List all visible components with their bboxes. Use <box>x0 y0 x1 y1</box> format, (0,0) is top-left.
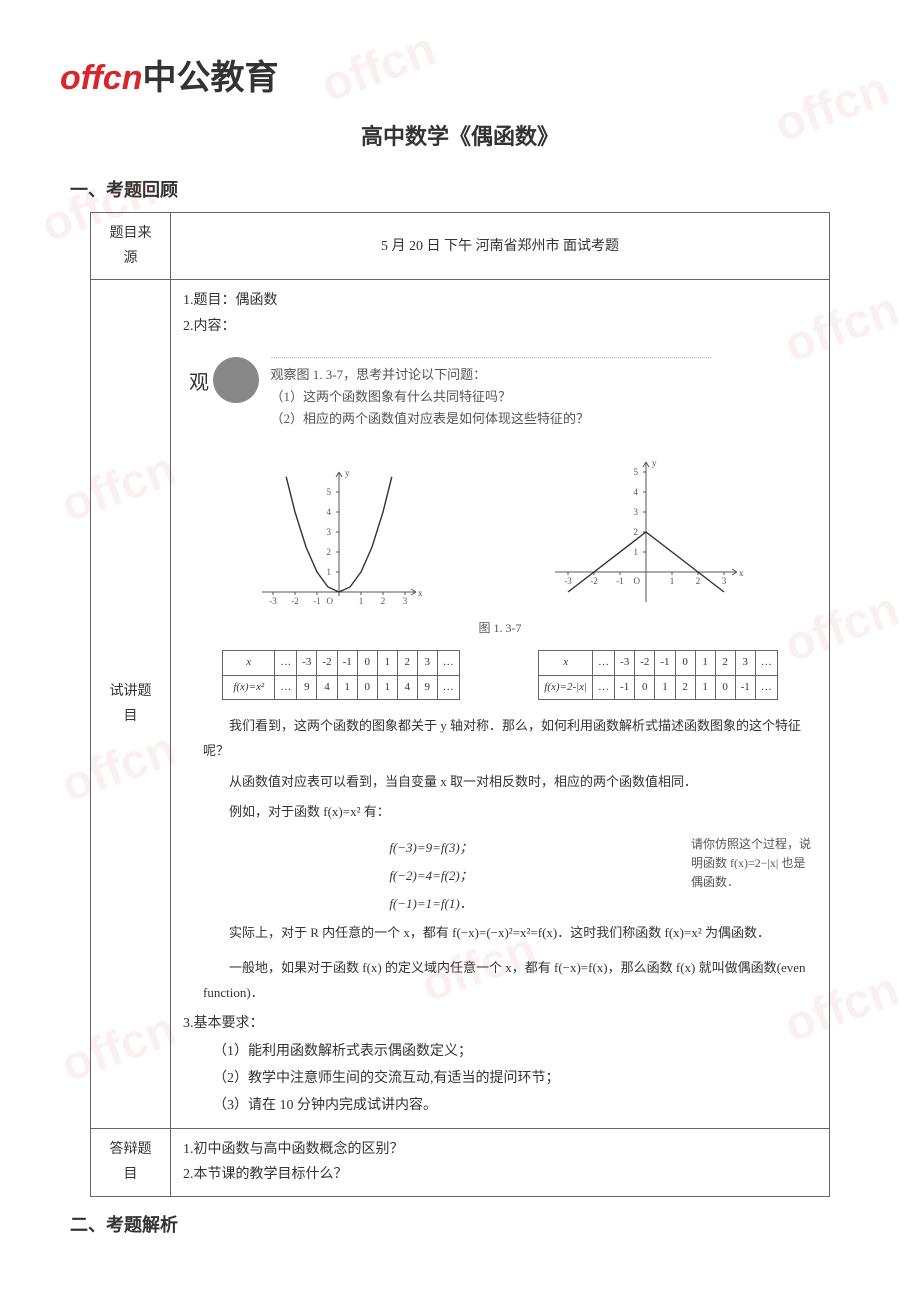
table-row-lecture: 试讲题目 1.题目：偶函数 2.内容： 观察图 1. 3-7，思考并讨论以下问题… <box>91 280 830 1129</box>
requirement-1: （1）能利用函数解析式表示偶函数定义； <box>213 1039 817 1064</box>
lecture-content: 1.题目：偶函数 2.内容： 观察图 1. 3-7，思考并讨论以下问题： （1）… <box>171 280 830 1129</box>
value-table-2: x…-3-2-10123…f(x)=2-|x|…-101210-1… <box>538 650 777 701</box>
svg-text:y: y <box>345 468 350 478</box>
svg-text:x: x <box>418 588 423 598</box>
brand-logo: offcn中公教育 <box>60 50 890 99</box>
defense-content: 1.初中函数与高中函数概念的区别？ 2.本节课的教学目标什么？ <box>171 1129 830 1196</box>
figure-caption: 图 1. 3-7 <box>183 618 817 640</box>
svg-text:3: 3 <box>722 576 727 586</box>
source-value: 5 月 20 日 下午 河南省郑州市 面试考题 <box>171 213 830 280</box>
svg-text:-3: -3 <box>269 596 277 606</box>
svg-text:4: 4 <box>327 507 332 517</box>
svg-text:-2: -2 <box>590 576 598 586</box>
svg-text:-1: -1 <box>313 596 321 606</box>
para5: 一般地，如果对于函数 f(x) 的定义域内任意一个 x，都有 f(−x)=f(x… <box>203 956 809 1005</box>
requirement-3: （3）请在 10 分钟内完成试讲内容。 <box>213 1093 817 1118</box>
svg-text:2: 2 <box>696 576 701 586</box>
logo-en: offcn <box>60 59 142 97</box>
svg-text:-2: -2 <box>291 596 299 606</box>
lecture-label: 试讲题目 <box>91 280 171 1129</box>
svg-text:3: 3 <box>634 507 639 517</box>
lecture-content-line: 2.内容： <box>183 314 817 339</box>
para1: 我们看到，这两个函数的图象都关于 y 轴对称．那么，如何利用函数解析式描述函数图… <box>203 714 809 763</box>
defense-label: 答辩题目 <box>91 1129 171 1196</box>
observe-q1: （1）这两个函数图象有什么共同特征吗？ <box>271 389 512 404</box>
observe-icon <box>213 357 259 403</box>
defense-q1: 1.初中函数与高中函数概念的区别？ <box>183 1137 817 1162</box>
svg-text:O: O <box>634 576 641 586</box>
source-label: 题目来源 <box>91 213 171 280</box>
svg-text:y: y <box>652 458 657 468</box>
table-row-defense: 答辩题目 1.初中函数与高中函数概念的区别？ 2.本节课的教学目标什么？ <box>91 1129 830 1196</box>
logo-cn: 中公教育 <box>142 59 278 97</box>
svg-text:2: 2 <box>327 547 332 557</box>
svg-text:-3: -3 <box>564 576 572 586</box>
observe-intro: 观察图 1. 3-7，思考并讨论以下问题： <box>271 367 487 382</box>
value-table-1: x…-3-2-10123…f(x)=x²…9410149… <box>222 650 460 701</box>
svg-text:1: 1 <box>634 547 639 557</box>
exam-table: 题目来源 5 月 20 日 下午 河南省郑州市 面试考题 试讲题目 1.题目：偶… <box>90 212 830 1197</box>
para3: 例如，对于函数 f(x)=x² 有： <box>203 800 809 825</box>
svg-text:5: 5 <box>634 467 639 477</box>
svg-text:1: 1 <box>670 576 675 586</box>
svg-text:1: 1 <box>359 596 364 606</box>
page-title: 高中数学《偶函数》 <box>30 119 890 151</box>
svg-text:3: 3 <box>403 596 408 606</box>
eq3: f(−1)=1=f(1)． <box>183 893 817 915</box>
defense-q2: 2.本节课的教学目标什么？ <box>183 1162 817 1187</box>
figure-row: -3 -2 -1 1 2 3 1 2 3 4 5 Ox y -3 -2 -1 1 2 3 1 2 3 4 5 Ox y <box>193 452 807 612</box>
table-row-source: 题目来源 5 月 20 日 下午 河南省郑州市 面试考题 <box>91 213 830 280</box>
observe-text: 观察图 1. 3-7，思考并讨论以下问题： （1）这两个函数图象有什么共同特征吗… <box>271 357 711 430</box>
para4: 实际上，对于 R 内任意的一个 x，都有 f(−x)=(−x)²=x²=f(x)… <box>203 921 809 946</box>
svg-text:4: 4 <box>634 487 639 497</box>
svg-text:-1: -1 <box>616 576 624 586</box>
observe-block: 观察图 1. 3-7，思考并讨论以下问题： （1）这两个函数图象有什么共同特征吗… <box>213 357 817 432</box>
svg-text:x: x <box>739 568 744 578</box>
value-tables-row: x…-3-2-10123…f(x)=x²…9410149… x…-3-2-101… <box>193 650 807 701</box>
observe-q2: （2）相应的两个函数值对应表是如何体现这些特征的？ <box>271 411 590 426</box>
requirement-2: （2）教学中注意师生间的交流互动,有适当的提问环节； <box>213 1066 817 1091</box>
lecture-title-line: 1.题目：偶函数 <box>183 288 817 313</box>
section-review-heading: 一、考题回顾 <box>70 176 890 202</box>
section-analysis-heading: 二、考题解析 <box>70 1211 890 1237</box>
para2: 从函数值对应表可以看到，当自变量 x 取一对相反数时，相应的两个函数值相同． <box>203 770 809 795</box>
svg-text:O: O <box>327 596 334 606</box>
svg-text:1: 1 <box>327 567 332 577</box>
parabola-graph: -3 -2 -1 1 2 3 1 2 3 4 5 Ox y <box>244 452 434 612</box>
side-note: 请你仿照这个过程，说明函数 f(x)=2−|x| 也是偶函数． <box>691 835 811 893</box>
svg-text:3: 3 <box>327 527 332 537</box>
svg-text:2: 2 <box>381 596 386 606</box>
requirements-heading: 3.基本要求： <box>183 1011 817 1036</box>
svg-text:2: 2 <box>634 527 639 537</box>
vee-graph: -3 -2 -1 1 2 3 1 2 3 4 5 Ox y <box>536 452 756 612</box>
svg-text:5: 5 <box>327 487 332 497</box>
